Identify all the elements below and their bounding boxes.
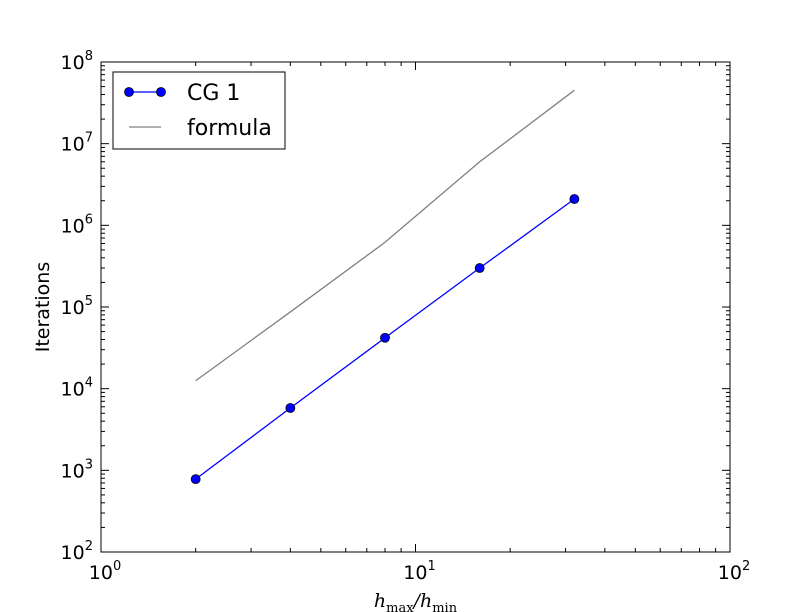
x-tick-label: 102 — [718, 559, 750, 584]
y-tick-label: 105 — [61, 294, 93, 319]
data-point — [190, 474, 201, 485]
x-tick-label: 100 — [89, 559, 121, 584]
label-layer: 100 101 102 102 103 104 105 106 107 108 Iterations… — [32, 49, 750, 612]
y-tick-label: 104 — [61, 376, 93, 401]
x-tick-label: 101 — [403, 559, 435, 584]
legend-marker — [156, 87, 166, 97]
y-tick-label: 102 — [61, 539, 93, 564]
legend-label: formula — [187, 116, 272, 141]
x-axis-label: hmax/hmin — [374, 590, 458, 612]
legend: CG 1 formula — [112, 71, 286, 150]
data-point — [380, 332, 390, 343]
legend-box — [112, 71, 286, 150]
series-line — [195, 89, 575, 382]
y-tick-label: 107 — [61, 131, 93, 156]
data-point — [569, 194, 580, 204]
tick-layer — [100, 61, 731, 553]
y-tick-label: 108 — [61, 49, 93, 74]
data-point — [474, 263, 485, 273]
series-layer — [190, 89, 580, 485]
data-point — [285, 403, 296, 413]
legend-label: CG 1 — [187, 81, 240, 106]
y-tick-label: 103 — [61, 457, 93, 482]
y-axis-label: Iterations — [32, 262, 54, 353]
y-tick-label: 106 — [61, 212, 93, 237]
legend-marker — [124, 87, 134, 97]
